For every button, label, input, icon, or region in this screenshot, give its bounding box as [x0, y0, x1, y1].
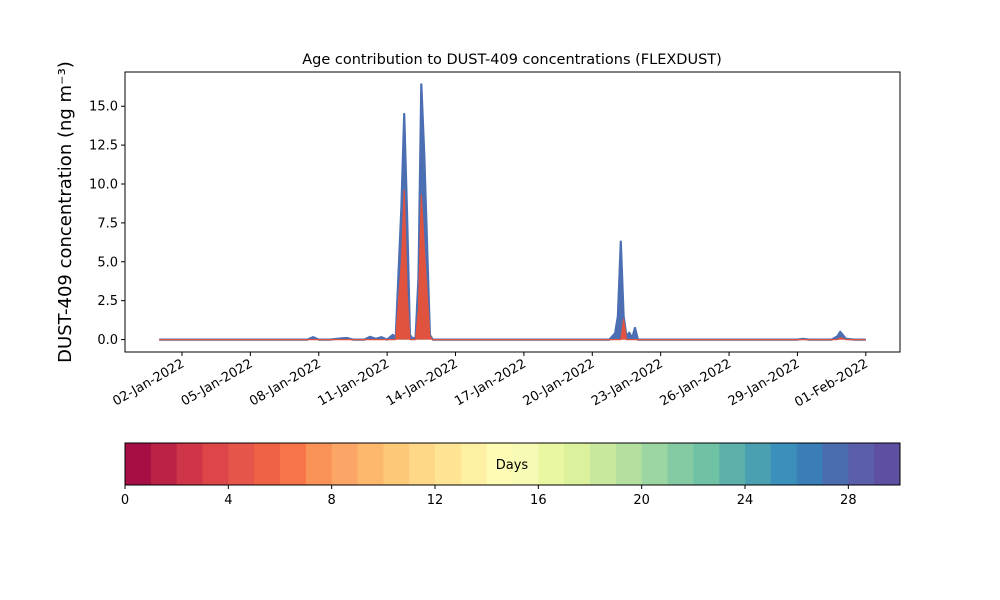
colorbar-bin: [409, 443, 436, 485]
colorbar-bin: [641, 443, 668, 485]
colorbar-bin: [564, 443, 591, 485]
colorbar-bin: [383, 443, 410, 485]
y-axis-label: DUST-409 concentration (ng m⁻³): [55, 61, 76, 363]
colorbar-tick-label: 0: [121, 493, 129, 508]
colorbar-bin: [435, 443, 462, 485]
x-tick-label: 26-Jan-2022: [657, 356, 734, 409]
colorbar-bin: [150, 443, 178, 485]
chart-title: Age contribution to DUST-409 concentrati…: [302, 52, 722, 68]
series-area-young: [159, 190, 866, 340]
colorbar-bin: [538, 443, 565, 485]
y-tick-label: 2.5: [97, 294, 118, 309]
colorbar-bin: [745, 443, 772, 485]
x-tick-label: 23-Jan-2022: [589, 356, 666, 409]
y-tick-label: 15.0: [89, 100, 118, 115]
colorbar-bin: [615, 443, 643, 485]
y-tick-label: 7.5: [97, 216, 118, 231]
colorbar-bin: [125, 443, 152, 485]
colorbar-bin: [667, 443, 694, 485]
colorbar-tick-label: 8: [328, 493, 336, 508]
x-tick-label: 14-Jan-2022: [384, 356, 461, 409]
colorbar-bin: [228, 443, 255, 485]
colorbar-bin: [874, 443, 901, 485]
colorbar-bin: [770, 443, 798, 485]
colorbar-bin: [796, 443, 823, 485]
colorbar-frame: [124, 442, 901, 486]
x-tick-label: 17-Jan-2022: [452, 356, 529, 409]
x-axis: 02-Jan-202205-Jan-202208-Jan-202211-Jan-…: [110, 352, 871, 410]
colorbar-bin: [486, 443, 513, 485]
colorbar-bin: [280, 443, 307, 485]
x-tick-label: 11-Jan-2022: [316, 356, 393, 409]
colorbar-tick-label: 28: [840, 493, 857, 508]
colorbar-bin: [848, 443, 875, 485]
plot-area: 0.0 2.5 5.0 7.5 10.0 12.5 15.0 02-Jan-202205-J…: [89, 71, 901, 410]
colorbar-ticks: 0 4 8 12 16 20 24 28: [121, 485, 857, 508]
colorbar-tick-label: 12: [427, 493, 444, 508]
colorbar-bin: [512, 443, 539, 485]
colorbar-bin: [202, 443, 229, 485]
x-tick-label: 08-Jan-2022: [247, 356, 324, 409]
series-line-total: [159, 83, 866, 341]
colorbar-tick-label: 16: [530, 493, 547, 508]
x-tick-label: 29-Jan-2022: [726, 356, 803, 409]
x-tick-label: 20-Jan-2022: [521, 356, 598, 409]
colorbar-bin: [460, 443, 488, 485]
y-axis: 0.0 2.5 5.0 7.5 10.0 12.5 15.0: [89, 100, 125, 348]
series-line-young: [159, 189, 866, 341]
y-tick-label: 12.5: [89, 139, 118, 154]
x-tick-label: 01-Feb-2022: [792, 356, 871, 410]
colorbar-bins: [125, 443, 901, 485]
plot-frame: [124, 71, 901, 353]
y-tick-label: 10.0: [89, 178, 118, 193]
series-area-total: [159, 84, 866, 340]
colorbar-bin: [305, 443, 333, 485]
y-tick-label: 5.0: [97, 255, 118, 270]
colorbar-bin: [822, 443, 849, 485]
colorbar: Days 0 4 8 12 16 20 24 28: [121, 442, 901, 508]
colorbar-tick-label: 24: [737, 493, 754, 508]
colorbar-bin: [357, 443, 384, 485]
x-tick-label: 02-Jan-2022: [110, 356, 187, 409]
colorbar-bin: [719, 443, 746, 485]
colorbar-tick-label: 4: [224, 493, 232, 508]
colorbar-bin: [331, 443, 358, 485]
series-layer: [159, 83, 866, 341]
y-tick-label: 0.0: [97, 333, 118, 348]
colorbar-bin: [176, 443, 203, 485]
x-tick-label: 05-Jan-2022: [179, 356, 256, 409]
colorbar-tick-label: 20: [633, 493, 650, 508]
colorbar-label: Days: [496, 458, 529, 473]
colorbar-bin: [693, 443, 720, 485]
colorbar-bin: [590, 443, 617, 485]
colorbar-bin: [254, 443, 281, 485]
